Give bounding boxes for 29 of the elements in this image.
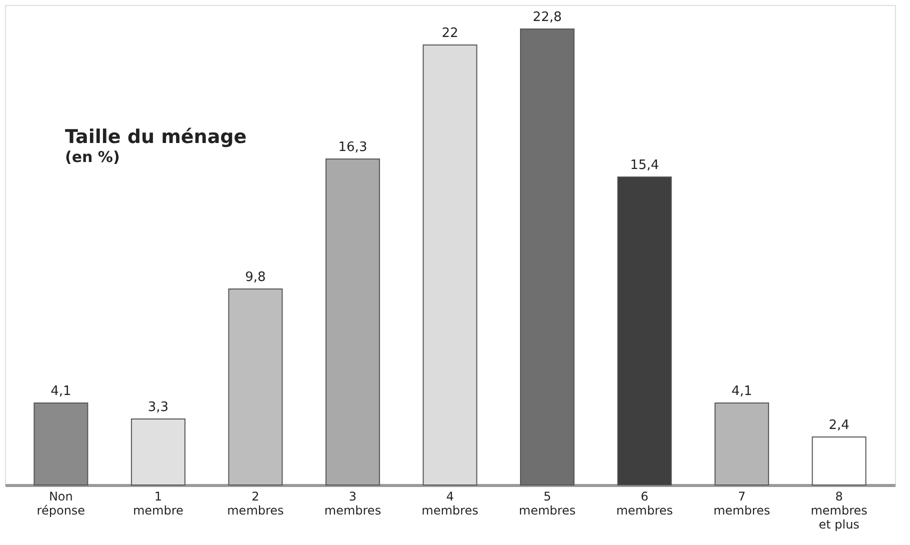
x-tick-label: 2 membres — [227, 490, 284, 518]
data-label: 15,4 — [630, 158, 660, 173]
data-label: 9,8 — [245, 270, 266, 285]
data-label: 4,1 — [731, 384, 752, 399]
bar — [130, 418, 186, 486]
data-label: 16,3 — [338, 140, 368, 155]
data-label: 22 — [442, 26, 458, 41]
x-tick-label: 7 membres — [713, 490, 770, 518]
bar — [325, 158, 380, 486]
text: (en %) — [65, 148, 120, 166]
bar — [812, 436, 866, 486]
x-tick-label: 6 membres — [616, 490, 673, 518]
text: Taille du ménage — [65, 126, 247, 148]
x-tick-label: Non réponse — [36, 490, 86, 518]
bar — [34, 402, 88, 486]
data-label: 22,8 — [532, 10, 562, 25]
x-tick-label: 8 membres et plus — [810, 490, 868, 532]
bar — [617, 176, 672, 486]
bar — [520, 28, 575, 486]
bar — [714, 402, 770, 486]
x-tick-label: 5 membres — [518, 490, 576, 518]
bar — [422, 44, 478, 486]
data-label: 3,3 — [148, 400, 169, 415]
data-label: 4,1 — [50, 384, 72, 399]
bar — [228, 288, 283, 486]
x-tick-label: 4 membres — [422, 490, 478, 518]
x-tick-label: 3 membres — [324, 490, 382, 518]
x-tick-label: 1 membre — [132, 490, 184, 518]
data-label: 2,4 — [828, 418, 850, 433]
